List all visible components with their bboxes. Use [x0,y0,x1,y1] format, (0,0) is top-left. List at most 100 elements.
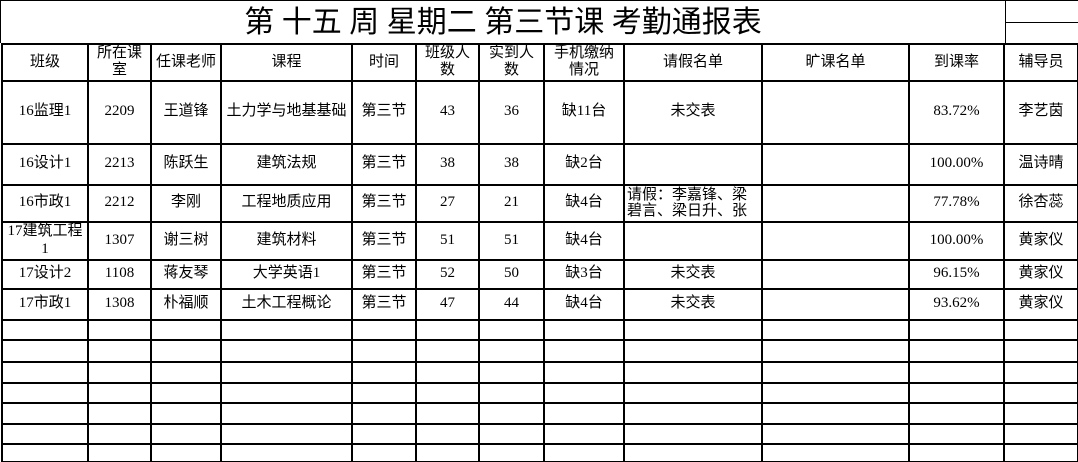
empty-cell[interactable] [150,422,222,445]
empty-cell[interactable] [478,381,545,404]
table-cell[interactable]: 未交表 [623,258,763,290]
table-cell[interactable]: 83.72% [908,79,1005,145]
table-cell[interactable]: 第三节 [351,183,417,223]
table-cell[interactable]: 工程地质应用 [220,183,353,223]
empty-cell[interactable] [1003,318,1078,341]
table-cell[interactable]: 建筑材料 [220,220,353,261]
empty-cell[interactable] [1,422,89,445]
empty-cell[interactable] [87,381,152,404]
table-cell[interactable]: 1308 [87,287,152,321]
column-header[interactable]: 旷课名单 [761,43,910,82]
table-cell[interactable]: 77.78% [908,183,1005,223]
empty-cell[interactable] [87,422,152,445]
table-cell[interactable]: 陈跃生 [150,142,222,186]
table-cell[interactable]: 96.15% [908,258,1005,290]
table-cell[interactable] [761,287,910,321]
empty-cell[interactable] [220,442,353,462]
empty-cell[interactable] [478,318,545,341]
empty-cell[interactable] [351,381,417,404]
empty-cell[interactable] [543,442,625,462]
table-cell[interactable]: 51 [478,220,545,261]
column-header[interactable]: 班级人数 [415,43,480,82]
empty-cell[interactable] [87,318,152,341]
empty-cell[interactable] [87,338,152,363]
empty-cell[interactable] [543,338,625,363]
table-cell[interactable]: 缺4台 [543,183,625,223]
table-cell[interactable]: 50 [478,258,545,290]
empty-cell[interactable] [478,422,545,445]
empty-cell[interactable] [543,381,625,404]
empty-cell[interactable] [908,360,1005,384]
table-cell[interactable]: 93.62% [908,287,1005,321]
column-header[interactable]: 班级 [1,43,89,82]
empty-cell[interactable] [1003,338,1078,363]
empty-cell[interactable] [220,318,353,341]
table-cell[interactable]: 黄家仪 [1003,220,1078,261]
empty-cell[interactable] [908,338,1005,363]
empty-cell[interactable] [87,442,152,462]
empty-cell[interactable] [908,442,1005,462]
empty-cell[interactable] [87,360,152,384]
table-cell[interactable] [761,79,910,145]
empty-cell[interactable] [1,401,89,425]
table-cell[interactable]: 未交表 [623,79,763,145]
empty-cell[interactable] [220,401,353,425]
table-cell[interactable]: 李艺茵 [1003,79,1078,145]
table-cell[interactable]: 土木工程概论 [220,287,353,321]
table-cell[interactable]: 未交表 [623,287,763,321]
table-cell[interactable]: 第三节 [351,258,417,290]
empty-cell[interactable] [761,422,910,445]
empty-cell[interactable] [1003,422,1078,445]
empty-cell[interactable] [761,338,910,363]
table-cell[interactable] [623,220,763,261]
table-cell[interactable]: 李刚 [150,183,222,223]
table-cell[interactable]: 51 [415,220,480,261]
empty-cell[interactable] [220,381,353,404]
table-cell[interactable]: 徐杏蕊 [1003,183,1078,223]
empty-cell[interactable] [150,318,222,341]
title-side-cell-top[interactable] [1005,0,1078,23]
table-cell[interactable]: 43 [415,79,480,145]
empty-cell[interactable] [478,442,545,462]
empty-cell[interactable] [415,401,480,425]
table-cell[interactable]: 王道锋 [150,79,222,145]
table-cell[interactable]: 第三节 [351,79,417,145]
empty-cell[interactable] [623,442,763,462]
table-cell[interactable]: 2209 [87,79,152,145]
empty-cell[interactable] [623,381,763,404]
column-header[interactable]: 到课率 [908,43,1005,82]
table-cell[interactable]: 44 [478,287,545,321]
table-cell[interactable]: 52 [415,258,480,290]
table-cell[interactable]: 第三节 [351,287,417,321]
empty-cell[interactable] [351,422,417,445]
table-cell[interactable]: 47 [415,287,480,321]
table-cell[interactable]: 建筑法规 [220,142,353,186]
column-header[interactable]: 手机缴纳情况 [543,43,625,82]
table-cell[interactable] [623,142,763,186]
table-cell[interactable]: 缺4台 [543,287,625,321]
table-cell[interactable]: 38 [415,142,480,186]
empty-cell[interactable] [908,381,1005,404]
empty-cell[interactable] [351,360,417,384]
title-side-cell-bottom[interactable] [1005,23,1078,43]
table-cell[interactable] [761,183,910,223]
table-cell[interactable]: 缺3台 [543,258,625,290]
table-cell[interactable]: 大学英语1 [220,258,353,290]
empty-cell[interactable] [415,422,480,445]
table-cell[interactable]: 土力学与地基基础 [220,79,353,145]
empty-cell[interactable] [351,318,417,341]
empty-cell[interactable] [1003,401,1078,425]
empty-cell[interactable] [415,338,480,363]
table-cell[interactable]: 2213 [87,142,152,186]
empty-cell[interactable] [478,338,545,363]
column-header[interactable]: 课程 [220,43,353,82]
table-cell[interactable]: 黄家仪 [1003,258,1078,290]
empty-cell[interactable] [415,360,480,384]
empty-cell[interactable] [908,422,1005,445]
column-header[interactable]: 所在课室 [87,43,152,82]
empty-cell[interactable] [150,401,222,425]
table-cell[interactable]: 请假：李嘉锋、梁碧言、梁日升、张 [623,183,763,223]
empty-cell[interactable] [761,318,910,341]
empty-cell[interactable] [150,338,222,363]
empty-cell[interactable] [623,360,763,384]
